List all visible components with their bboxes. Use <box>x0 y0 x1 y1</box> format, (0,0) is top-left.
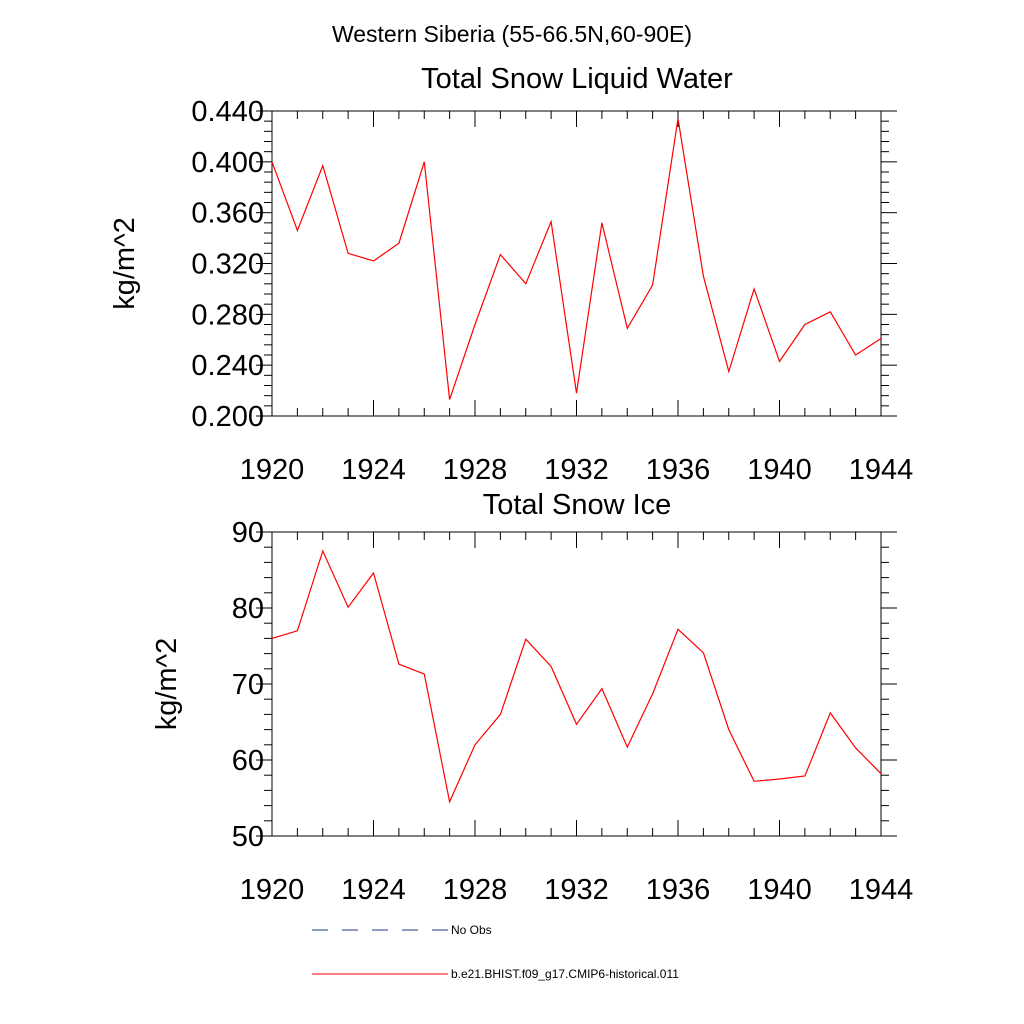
panel-title: Total Snow Ice <box>483 489 672 521</box>
x-tick-label: 1920 <box>240 454 305 486</box>
series-line <box>271 118 882 400</box>
series-line <box>271 549 882 804</box>
y-axis-label: kg/m^2 <box>151 638 183 731</box>
y-tick-label: 0.200 <box>191 401 264 433</box>
x-tick-label: 1928 <box>443 874 508 906</box>
plot-frame <box>271 531 882 837</box>
x-tick-label: 1940 <box>747 874 812 906</box>
plot-area: 1920 1924 1928 1932 1936 1940 1944 0.200 0.240 0.… <box>109 96 913 486</box>
y-axis-label: kg/m^2 <box>109 217 141 310</box>
x-tick-label: 1932 <box>544 874 609 906</box>
panel-snow-liquid-water: Total Snow Liquid Water 1920 1924 1928 1932… <box>109 63 913 486</box>
y-tick-label: 90 <box>232 517 264 549</box>
y-tick-label: 0.440 <box>191 96 264 128</box>
plot-frame <box>271 110 882 417</box>
x-tick-label: 1944 <box>849 874 914 906</box>
legend-label: b.e21.BHIST.f09_g17.CMIP6-historical.011 <box>451 967 679 981</box>
y-tick-label: 70 <box>232 669 264 701</box>
y-tick-label: 0.320 <box>191 249 264 281</box>
y-tick-label: 60 <box>232 745 264 777</box>
x-tick-label: 1924 <box>341 874 406 906</box>
legend-entry-no-obs: No Obs <box>312 923 492 937</box>
panel-title: Total Snow Liquid Water <box>421 63 733 95</box>
y-tick-label: 0.360 <box>191 198 264 230</box>
plot-area: 1920 1924 1928 1932 1936 1940 1944 50 60 70 80 90 kg… <box>151 517 913 906</box>
legend-label: No Obs <box>451 923 492 937</box>
x-tick-label: 1928 <box>443 454 508 486</box>
x-tick-label: 1932 <box>544 454 609 486</box>
figure-title: Western Siberia (55-66.5N,60-90E) <box>332 21 692 47</box>
legend: No Obs b.e21.BHIST.f09_g17.CMIP6-histori… <box>312 923 679 981</box>
x-tick-label: 1940 <box>747 454 812 486</box>
y-tick-label: 0.280 <box>191 299 264 331</box>
y-tick-label: 50 <box>232 821 264 853</box>
x-tick-label: 1936 <box>646 454 711 486</box>
panel-snow-ice: Total Snow Ice 1920 1924 1928 1932 1936 1940 1… <box>151 489 913 906</box>
x-tick-label: 1920 <box>240 874 305 906</box>
legend-entry-model-run: b.e21.BHIST.f09_g17.CMIP6-historical.011 <box>312 967 679 981</box>
y-tick-label: 80 <box>232 593 264 625</box>
y-tick-label: 0.240 <box>191 350 264 382</box>
x-tick-label: 1924 <box>341 454 406 486</box>
y-tick-label: 0.400 <box>191 147 264 179</box>
x-tick-label: 1936 <box>646 874 711 906</box>
x-tick-label: 1944 <box>849 454 914 486</box>
